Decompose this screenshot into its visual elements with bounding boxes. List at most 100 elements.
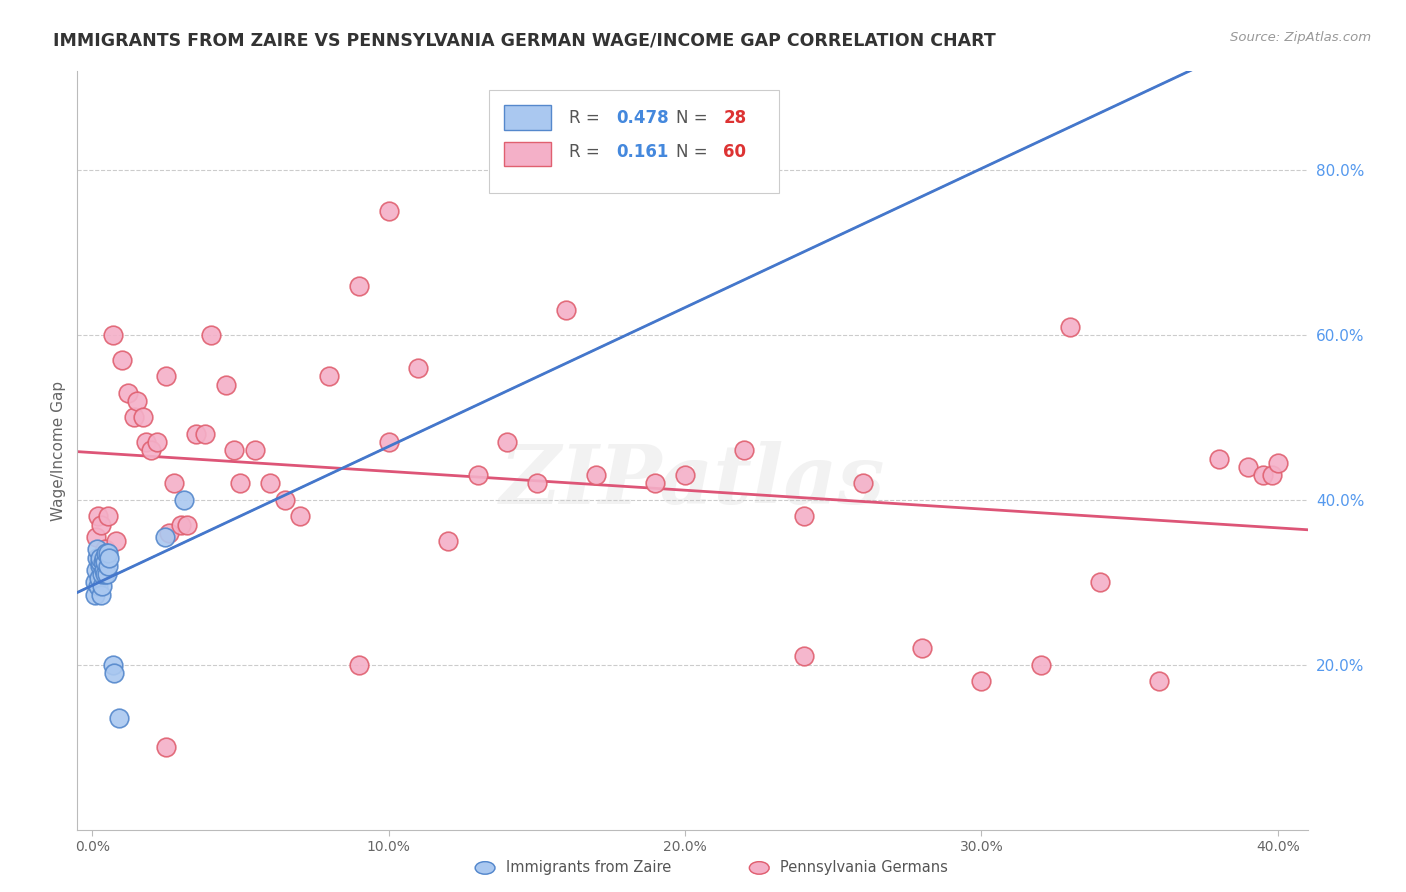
Text: IMMIGRANTS FROM ZAIRE VS PENNSYLVANIA GERMAN WAGE/INCOME GAP CORRELATION CHART: IMMIGRANTS FROM ZAIRE VS PENNSYLVANIA GE… bbox=[53, 31, 997, 49]
Point bbox=[87, 571, 110, 585]
Text: 0.478: 0.478 bbox=[616, 109, 669, 127]
Point bbox=[91, 555, 114, 569]
Point bbox=[125, 394, 148, 409]
Y-axis label: Wage/Income Gap: Wage/Income Gap bbox=[51, 380, 66, 521]
Point bbox=[93, 563, 115, 577]
Point bbox=[911, 641, 934, 656]
Point bbox=[131, 410, 153, 425]
Point bbox=[526, 476, 548, 491]
Point bbox=[84, 530, 107, 544]
Point bbox=[1251, 468, 1274, 483]
Point bbox=[93, 567, 115, 582]
Point bbox=[793, 649, 815, 664]
Point bbox=[153, 530, 176, 544]
FancyBboxPatch shape bbox=[505, 105, 551, 129]
Point bbox=[1149, 674, 1171, 689]
Point bbox=[94, 555, 117, 569]
Point bbox=[377, 435, 399, 450]
Point bbox=[377, 204, 399, 219]
Text: Pennsylvania Germans: Pennsylvania Germans bbox=[780, 861, 948, 875]
Point bbox=[89, 558, 111, 573]
Text: N =: N = bbox=[676, 144, 713, 161]
Point bbox=[97, 546, 120, 560]
Point bbox=[103, 665, 125, 680]
Point bbox=[157, 525, 180, 540]
FancyBboxPatch shape bbox=[489, 90, 779, 193]
Point bbox=[97, 509, 120, 524]
Point bbox=[93, 550, 115, 565]
FancyBboxPatch shape bbox=[505, 142, 551, 166]
Point bbox=[496, 435, 519, 450]
Point bbox=[155, 369, 177, 384]
Point bbox=[733, 443, 755, 458]
Point bbox=[406, 361, 429, 376]
Point bbox=[176, 517, 198, 532]
Point bbox=[87, 509, 110, 524]
Point bbox=[1088, 575, 1111, 590]
Point bbox=[467, 468, 489, 483]
Point bbox=[347, 657, 370, 672]
Point bbox=[90, 517, 112, 532]
Point bbox=[101, 328, 124, 343]
Point bbox=[347, 278, 370, 293]
Point bbox=[98, 550, 121, 565]
Point bbox=[644, 476, 666, 491]
Point bbox=[86, 550, 108, 565]
Point bbox=[90, 588, 112, 602]
Point bbox=[134, 435, 156, 450]
Text: 0.161: 0.161 bbox=[616, 144, 669, 161]
Point bbox=[101, 657, 124, 672]
Point bbox=[83, 588, 105, 602]
Point bbox=[163, 476, 186, 491]
Point bbox=[1267, 456, 1289, 470]
Point bbox=[1261, 468, 1284, 483]
Point bbox=[86, 542, 108, 557]
Text: 28: 28 bbox=[723, 109, 747, 127]
Point bbox=[90, 567, 114, 582]
Text: R =: R = bbox=[569, 109, 606, 127]
Point bbox=[108, 711, 131, 725]
Point bbox=[117, 385, 139, 400]
Point bbox=[288, 509, 311, 524]
Point bbox=[214, 377, 236, 392]
Point bbox=[96, 567, 118, 582]
Point bbox=[229, 476, 252, 491]
Point bbox=[970, 674, 993, 689]
Point bbox=[184, 427, 207, 442]
Point bbox=[90, 579, 112, 593]
Point bbox=[84, 563, 107, 577]
Point bbox=[89, 555, 111, 569]
Point bbox=[87, 579, 110, 593]
Point bbox=[170, 517, 193, 532]
Point bbox=[1208, 451, 1230, 466]
Point bbox=[673, 468, 696, 483]
Point bbox=[146, 435, 169, 450]
Point bbox=[437, 534, 460, 549]
Point bbox=[200, 328, 222, 343]
Text: ZIPatlas: ZIPatlas bbox=[499, 441, 886, 521]
Point bbox=[555, 303, 578, 318]
Text: Source: ZipAtlas.com: Source: ZipAtlas.com bbox=[1230, 31, 1371, 45]
Point bbox=[173, 492, 195, 507]
Point bbox=[155, 740, 177, 755]
Point bbox=[245, 443, 267, 458]
Point bbox=[1237, 459, 1260, 474]
Point bbox=[141, 443, 163, 458]
Text: N =: N = bbox=[676, 109, 713, 127]
Point bbox=[1059, 319, 1081, 334]
Point bbox=[1029, 657, 1052, 672]
Text: R =: R = bbox=[569, 144, 610, 161]
Point bbox=[94, 542, 117, 557]
Text: 60: 60 bbox=[723, 144, 747, 161]
Point bbox=[224, 443, 246, 458]
Point bbox=[274, 492, 297, 507]
Point bbox=[793, 509, 815, 524]
Point bbox=[585, 468, 607, 483]
Point bbox=[84, 575, 107, 590]
Point bbox=[122, 410, 145, 425]
Point bbox=[852, 476, 875, 491]
Point bbox=[89, 550, 111, 565]
Point bbox=[111, 352, 134, 367]
Text: Immigrants from Zaire: Immigrants from Zaire bbox=[506, 861, 672, 875]
Point bbox=[259, 476, 281, 491]
